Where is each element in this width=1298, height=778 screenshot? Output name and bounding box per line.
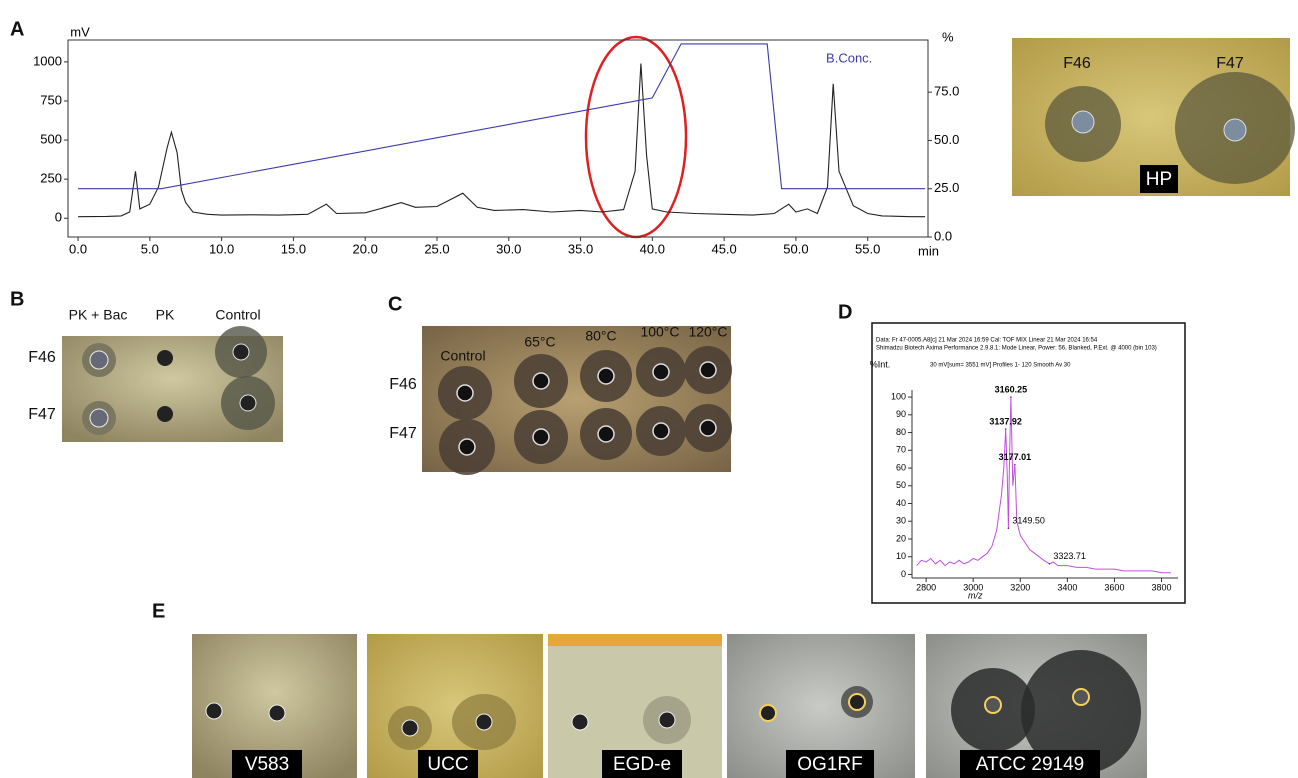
y-tick-label: 40 xyxy=(896,498,906,508)
strain-label: ATCC 29149 xyxy=(976,754,1084,775)
panel-label: B xyxy=(10,288,24,310)
y-tick-label: 70 xyxy=(896,445,906,455)
x-tick-label: 3200 xyxy=(1010,582,1030,592)
panel-label: C xyxy=(388,293,402,315)
y-tick-label: 20 xyxy=(896,533,906,543)
y2-tick-label: 50.0 xyxy=(934,132,959,147)
highlight-ellipse xyxy=(586,37,686,237)
y-tick-label: 80 xyxy=(896,427,906,437)
strain-label: OG1RF xyxy=(797,754,862,775)
strain-label: EGD-e xyxy=(613,754,671,775)
y2-tick-label: 0.0 xyxy=(934,228,952,243)
y-tick-label: 100 xyxy=(891,391,906,401)
y-tick-label: 60 xyxy=(896,462,906,472)
peak-marker xyxy=(1014,464,1016,466)
panel-label: A xyxy=(10,18,24,40)
x-tick-label: 2800 xyxy=(916,582,936,592)
y-tick-label: 50 xyxy=(896,480,906,490)
well-label: F47 xyxy=(1216,55,1244,72)
y2-tick-label: 75.0 xyxy=(934,84,959,99)
column-label: 65°C xyxy=(524,334,555,350)
column-label: 120°C xyxy=(688,324,727,340)
x-tick-label: 0.0 xyxy=(69,241,87,256)
column-label: Control xyxy=(215,307,260,323)
peak-marker xyxy=(1049,563,1051,565)
y-tick-label: 90 xyxy=(896,409,906,419)
row-label: F47 xyxy=(28,406,56,423)
legend-label: B.Conc. xyxy=(826,50,872,65)
chart: 0.0 5.0 10.0 15.0 20.0 25.0 30.0 35.0 40.0 45.0 50… xyxy=(33,24,959,258)
hp-plate-photo: F46 F47 HP xyxy=(1012,38,1295,196)
peak-marker xyxy=(1005,428,1007,430)
x-tick-label: 50.0 xyxy=(783,241,808,256)
x-tick-label: 45.0 xyxy=(711,241,736,256)
peak-marker xyxy=(1010,396,1012,398)
column-label: PK + Bac xyxy=(69,307,128,323)
column-label: 80°C xyxy=(585,328,616,344)
y-axis-label: mV xyxy=(70,24,90,39)
row-label: F46 xyxy=(28,349,56,366)
peak-label: 3160.25 xyxy=(995,384,1028,394)
x-tick-label: 40.0 xyxy=(640,241,665,256)
x-tick-label: 30.0 xyxy=(496,241,521,256)
x-tick-label: 15.0 xyxy=(281,241,306,256)
peak-marker xyxy=(1008,528,1010,530)
x-tick-label: 20.0 xyxy=(353,241,378,256)
column-label: Control xyxy=(440,348,485,364)
well-label: F46 xyxy=(1063,55,1091,72)
x-tick-label: 5.0 xyxy=(141,241,159,256)
plot-frame xyxy=(68,40,928,237)
series-line xyxy=(78,64,925,217)
row-label: F46 xyxy=(389,376,417,393)
y-axis-label: %Int. xyxy=(870,359,891,369)
spectrum-header: Shimadzu Biotech Axima Performance 2.9.8… xyxy=(876,346,1157,352)
peak-label: 3323.71 xyxy=(1053,551,1086,561)
panel-label: D xyxy=(838,301,852,323)
x-tick-label: 35.0 xyxy=(568,241,593,256)
spectrum-header: Data: Fr 47-0005.A8[c] 21 Mar 2024 16:59… xyxy=(876,338,1098,344)
y-tick-label: 250 xyxy=(40,171,62,186)
x-axis-label: min xyxy=(918,243,939,258)
panel-label: E xyxy=(152,600,165,622)
y-tick-label: 0 xyxy=(55,210,62,225)
series-line xyxy=(78,44,925,189)
y2-axis-label: % xyxy=(942,29,954,44)
x-tick-label: 10.0 xyxy=(209,241,234,256)
x-tick-label: 55.0 xyxy=(855,241,880,256)
x-tick-label: 3800 xyxy=(1152,582,1172,592)
y-tick-label: 500 xyxy=(40,132,62,147)
strain-label: UCC xyxy=(427,754,468,775)
x-tick-label: 3600 xyxy=(1104,582,1124,592)
y-tick-label: 30 xyxy=(896,516,906,526)
column-label: 100°C xyxy=(640,324,679,340)
row-label: F47 xyxy=(389,425,417,442)
y-tick-label: 0 xyxy=(901,569,906,579)
x-tick-label: 3400 xyxy=(1057,582,1077,592)
plate-tag: HP xyxy=(1146,169,1172,190)
y-tick-label: 1000 xyxy=(33,53,62,68)
strain-label: V583 xyxy=(245,754,289,775)
peak-label: 3177.01 xyxy=(999,452,1032,462)
peak-label: 3137.92 xyxy=(989,416,1022,426)
figure: A B C D E F46 F47 HP PK + Bac PK Control… xyxy=(0,0,1298,778)
y2-tick-label: 25.0 xyxy=(934,180,959,195)
x-tick-label: 25.0 xyxy=(424,241,449,256)
peak-label: 3149.50 xyxy=(1012,516,1045,526)
column-label: PK xyxy=(156,307,175,323)
y-tick-label: 750 xyxy=(40,92,62,107)
y-tick-label: 10 xyxy=(896,551,906,561)
x-axis-label: m/z xyxy=(968,590,983,600)
panel-b-photo xyxy=(62,326,283,442)
spectrum-header: 30 mV[sum= 3551 mV] Profiles 1- 120 Smoo… xyxy=(930,363,1071,369)
